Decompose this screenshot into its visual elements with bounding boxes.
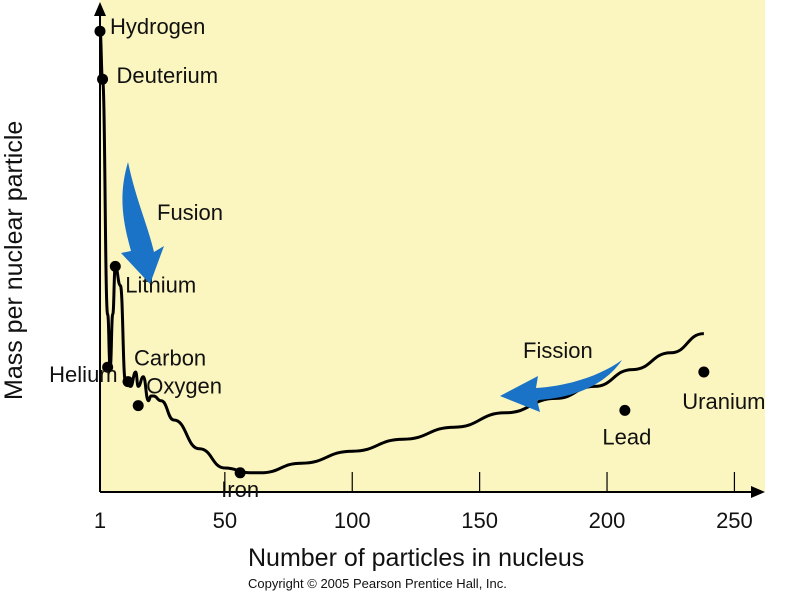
fusion-arrow <box>121 162 164 284</box>
data-point <box>102 361 114 373</box>
x-tick-label: 50 <box>213 508 237 533</box>
fission-annotation: Fission <box>500 338 622 412</box>
labels-layer: Hydrogen Deuterium Helium Lithium Carbon Oxyg… <box>49 14 765 502</box>
mass-curve <box>98 29 705 475</box>
plot-background <box>100 0 765 492</box>
x-tick-label: 100 <box>334 508 371 533</box>
y-axis-arrowhead <box>94 2 106 16</box>
point-label: Uranium <box>682 389 765 414</box>
data-point <box>97 73 109 85</box>
point-label: Lithium <box>125 272 196 297</box>
data-point <box>109 260 121 272</box>
x-tick-label: 1 <box>94 508 106 533</box>
axes-layer <box>94 2 765 498</box>
x-tick-label: 250 <box>716 508 753 533</box>
data-point <box>234 467 246 479</box>
curve-layer <box>98 29 705 475</box>
fusion-annotation: Fusion <box>121 162 223 284</box>
point-label: Helium <box>49 362 117 387</box>
y-axis-title: Mass per nuclear particle <box>0 121 28 400</box>
fission-label: Fission <box>523 338 593 363</box>
data-point <box>122 376 134 388</box>
fusion-label: Fusion <box>157 200 223 225</box>
ticks-layer: 1 50 100 150 200 250 <box>94 472 753 533</box>
point-label: Oxygen <box>146 374 222 399</box>
point-label: Lead <box>602 424 651 449</box>
x-axis-arrowhead <box>751 486 765 498</box>
x-tick-label: 200 <box>589 508 626 533</box>
data-point <box>132 400 144 412</box>
data-point <box>619 404 631 416</box>
data-point <box>94 25 106 37</box>
point-label: Iron <box>221 477 259 502</box>
point-label: Carbon <box>134 346 206 371</box>
x-axis-title: Number of particles in nucleus <box>248 544 584 572</box>
copyright-text: Copyright © 2005 Pearson Prentice Hall, … <box>248 576 507 591</box>
points-layer <box>94 25 710 479</box>
x-tick-label: 150 <box>461 508 498 533</box>
point-label: Deuterium <box>117 63 218 88</box>
point-label: Hydrogen <box>110 14 205 39</box>
data-point <box>698 366 710 378</box>
fission-arrow <box>500 360 622 412</box>
